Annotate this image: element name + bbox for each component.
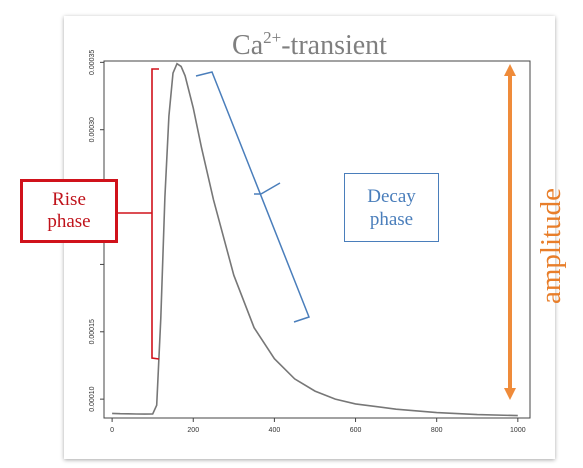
rise-phase-label: Rise phase [20,179,118,243]
rise-bracket [145,68,160,360]
y-tick-label: 0.00035 [89,50,96,75]
decay-connector [260,182,281,195]
x-axis: 0 200 400 600 800 1000 [110,418,526,434]
x-tick-label: 800 [431,427,443,434]
y-tick-label: 0.00030 [89,117,96,142]
amplitude-label: amplitude [535,188,567,304]
chart-title: Ca2+-transient [232,28,387,61]
x-tick-label: 1000 [510,427,526,434]
decay-phase-label: Decay phase [344,173,439,242]
plot-frame [103,60,531,419]
figure-card: 0 200 400 600 800 1000 0.00010 0.00015 0.00030 0… [64,16,567,459]
x-tick-label: 0 [110,427,114,434]
decay-bracket [195,71,310,323]
transient-curve [112,62,518,417]
y-tick-label: 0.00015 [89,319,96,344]
x-tick-label: 600 [350,427,362,434]
x-tick-label: 400 [269,427,281,434]
y-tick-label: 0.00010 [89,386,96,411]
chart-area: 0 200 400 600 800 1000 0.00010 0.00015 0.00030 0… [89,50,531,434]
x-tick-label: 200 [187,427,199,434]
amplitude-arrow [504,64,516,400]
